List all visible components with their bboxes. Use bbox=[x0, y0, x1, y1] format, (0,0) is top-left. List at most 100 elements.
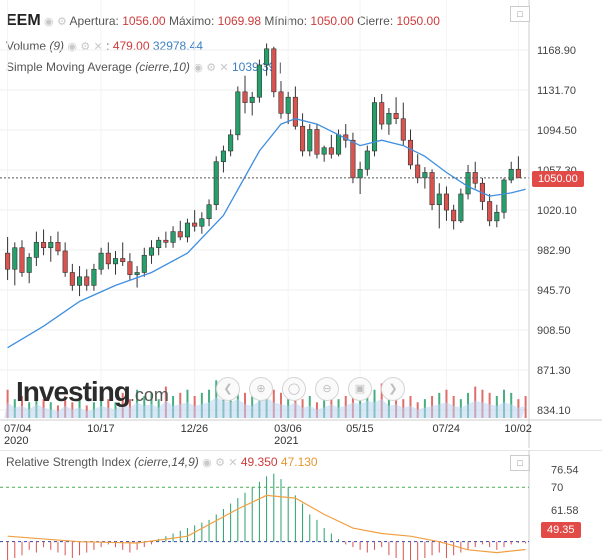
candle-body bbox=[328, 147, 334, 155]
eye-icon[interactable]: ◉ bbox=[202, 457, 212, 469]
gear-icon[interactable]: ⚙ bbox=[56, 16, 67, 28]
volume-legend-sep: : bbox=[106, 39, 110, 53]
candle-body bbox=[357, 168, 363, 179]
candle-body bbox=[242, 91, 248, 103]
rsi-tick-label: 61.58 bbox=[551, 505, 579, 517]
logo-main: Investing bbox=[16, 376, 131, 407]
candle-body bbox=[192, 222, 198, 227]
eye-icon[interactable]: ◉ bbox=[44, 16, 54, 28]
candle-body bbox=[379, 102, 385, 125]
candle-body bbox=[256, 64, 262, 98]
candle-body bbox=[314, 129, 320, 155]
candle-body bbox=[494, 211, 500, 222]
candle-body bbox=[364, 150, 370, 170]
investing-logo: Investing.com bbox=[16, 376, 169, 408]
rsi-signal-path bbox=[7, 494, 526, 554]
candle-body bbox=[235, 91, 241, 136]
scroll-left-button[interactable]: ❮ bbox=[216, 377, 240, 401]
candle-body bbox=[429, 172, 435, 206]
volume-ma-area bbox=[4, 397, 526, 418]
zoom-in-icon[interactable]: ⊕ bbox=[249, 377, 273, 401]
rsi-bars bbox=[7, 473, 527, 560]
zoom-out-icon[interactable]: ⊖ bbox=[315, 377, 339, 401]
open-label: Apertura: bbox=[69, 14, 119, 28]
rsi-signal-line bbox=[7, 494, 526, 554]
gear-icon[interactable]: ⚙ bbox=[206, 62, 217, 74]
gear-icon[interactable]: ⚙ bbox=[80, 41, 91, 53]
rsi-chart[interactable]: 76.54 70 61.58 bbox=[0, 450, 602, 560]
close-icon[interactable]: ✕ bbox=[228, 457, 238, 469]
candle-body bbox=[33, 242, 39, 258]
candle-body bbox=[177, 231, 183, 238]
candle-body bbox=[458, 193, 464, 222]
sma-legend-param: (cierre,10) bbox=[135, 60, 190, 74]
candle-body bbox=[12, 247, 18, 270]
close-icon[interactable]: ✕ bbox=[219, 62, 229, 74]
candle-body bbox=[98, 252, 104, 270]
close-label: Cierre: bbox=[357, 14, 394, 28]
candle-body bbox=[487, 201, 493, 222]
time-tick-year: 2021 bbox=[274, 435, 298, 447]
candle-body bbox=[228, 134, 234, 152]
candle-body bbox=[386, 113, 392, 125]
scroll-right-button[interactable]: ❯ bbox=[381, 377, 405, 401]
candle-body bbox=[26, 257, 32, 273]
time-tick-label: 12/26 bbox=[181, 423, 209, 435]
candle-body bbox=[407, 139, 414, 166]
ohlc-header: EEM ◉ ⚙ Apertura: 1056.00 Máximo: 1069.9… bbox=[6, 12, 440, 30]
low-value: 1050.00 bbox=[310, 14, 354, 28]
rsi-legend-name[interactable]: Relative Strength Index bbox=[6, 455, 131, 469]
candle-body bbox=[371, 102, 378, 152]
candle-body bbox=[350, 139, 356, 179]
candle-body bbox=[300, 125, 306, 152]
price-tick-label: 1094.50 bbox=[537, 125, 577, 137]
candle-body bbox=[415, 164, 421, 179]
chart-nav: ❮ ⊕ ◯ ⊖ ▣ ❯ bbox=[216, 377, 405, 401]
fit-icon[interactable]: ▣ bbox=[348, 377, 372, 401]
ticker-symbol[interactable]: EEM bbox=[6, 12, 41, 29]
candle-body bbox=[105, 252, 111, 265]
candles bbox=[5, 43, 521, 297]
rsi-legend-value1: 49.350 bbox=[240, 455, 278, 469]
candle-body bbox=[19, 247, 25, 273]
close-icon[interactable]: ✕ bbox=[93, 41, 103, 53]
gear-icon[interactable]: ⚙ bbox=[215, 457, 225, 469]
candle-body bbox=[321, 147, 327, 155]
candle-body bbox=[336, 134, 342, 155]
chart-menu-button[interactable]: □ bbox=[510, 6, 530, 22]
candle-body bbox=[199, 218, 205, 227]
time-tick-label: 03/06 bbox=[274, 423, 302, 435]
rsi-legend: Relative Strength Index (cierre,14,9) ◉ … bbox=[6, 455, 318, 469]
candle-body bbox=[5, 252, 11, 270]
open-value: 1056.00 bbox=[122, 14, 166, 28]
rsi-legend-param: (cierre,14,9) bbox=[134, 455, 199, 469]
rsi-tick-label: 70 bbox=[551, 482, 563, 494]
candle-body bbox=[515, 168, 521, 179]
candle-body bbox=[55, 242, 61, 252]
eye-icon[interactable]: ◉ bbox=[67, 41, 77, 53]
eye-icon[interactable]: ◉ bbox=[193, 62, 203, 74]
time-tick-label: 10/02 bbox=[504, 423, 532, 435]
candle-body bbox=[271, 48, 277, 93]
candle-body bbox=[292, 96, 298, 127]
price-tick-label: 1168.90 bbox=[537, 45, 576, 57]
sma-legend-cursor: | bbox=[278, 60, 282, 74]
candle-body bbox=[77, 276, 83, 286]
time-tick-label: 05/15 bbox=[346, 423, 374, 435]
time-tick-label: 07/04 bbox=[4, 423, 32, 435]
reset-zoom-icon[interactable]: ◯ bbox=[282, 377, 306, 401]
price-chart[interactable]: 1168.901131.701094.501057.301020.10982.9… bbox=[0, 0, 602, 450]
candle-body bbox=[84, 276, 90, 286]
price-axis: 1168.901131.701094.501057.301020.10982.9… bbox=[537, 45, 577, 417]
price-tick-label: 982.90 bbox=[537, 245, 571, 257]
time-tick-year: 2020 bbox=[4, 435, 28, 447]
rsi-value-tag: 49.35 bbox=[541, 522, 581, 538]
price-tick-label: 834.10 bbox=[537, 405, 571, 417]
logo-suffix: .com bbox=[129, 385, 169, 405]
sma-legend-name[interactable]: Simple Moving Average bbox=[6, 60, 132, 74]
sma-path bbox=[7, 118, 526, 349]
candle-body bbox=[220, 150, 226, 163]
time-tick-label: 10/17 bbox=[87, 423, 115, 435]
rsi-axis: 76.54 70 61.58 bbox=[551, 464, 579, 517]
